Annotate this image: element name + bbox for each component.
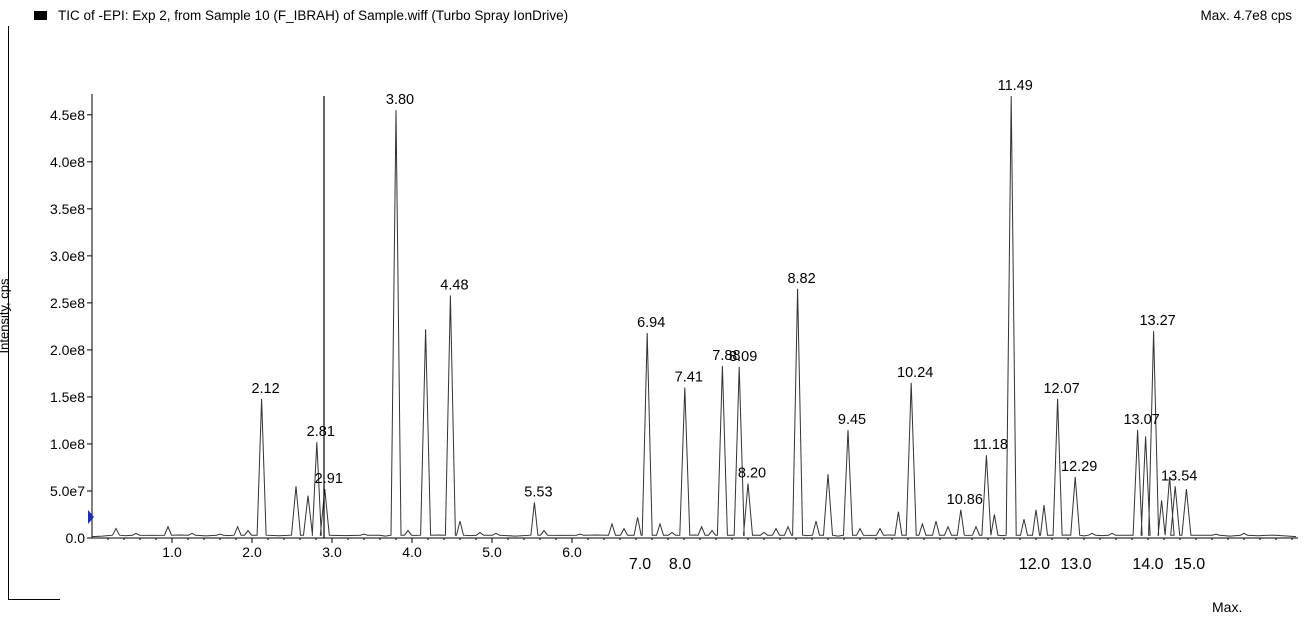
peak-label: 3.80 bbox=[386, 92, 414, 108]
tic-trace-line bbox=[91, 95, 1297, 538]
peak-label: 11.49 bbox=[998, 78, 1033, 94]
y-tick-label: 3.0e8 bbox=[50, 248, 85, 264]
y-tick-label: 2.5e8 bbox=[50, 295, 85, 311]
start-marker-triangle bbox=[88, 510, 94, 524]
y-tick-label: 2.0e8 bbox=[50, 342, 85, 358]
peak-label: 10.86 bbox=[947, 492, 983, 508]
max-intensity-label: Max. 4.7e8 cps bbox=[1200, 8, 1292, 23]
peak-label: 12.07 bbox=[1043, 381, 1079, 397]
x-tick-label: 4.0 bbox=[402, 544, 422, 560]
y-tick-label: 4.0e8 bbox=[50, 154, 85, 170]
peak-label: 13.07 bbox=[1123, 412, 1159, 428]
peak-label: 2.12 bbox=[251, 381, 279, 397]
peak-label: 8.09 bbox=[729, 349, 757, 365]
peak-label: 2.81 bbox=[307, 424, 335, 440]
x-tick-label-upper: 7.0 bbox=[629, 556, 651, 573]
peak-label: 7.88 bbox=[712, 348, 740, 364]
x-tick-label-upper: 13.0 bbox=[1060, 556, 1091, 573]
peak-label: 5.53 bbox=[524, 484, 552, 500]
left-frame-line bbox=[8, 26, 9, 599]
x-tick-label: 6.0 bbox=[562, 544, 582, 560]
peak-label: 13.27 bbox=[1139, 313, 1175, 329]
x-tick-label-upper: 14.0 bbox=[1132, 556, 1163, 573]
x-tick-label-upper: 15.0 bbox=[1174, 556, 1205, 573]
peak-label: 10.24 bbox=[897, 365, 933, 381]
y-tick-label: 4.5e8 bbox=[50, 107, 85, 123]
legend-swatch bbox=[34, 11, 47, 20]
bottom-frame-stub bbox=[8, 599, 60, 600]
peak-label: 9.45 bbox=[838, 412, 866, 428]
peak-label: 4.48 bbox=[440, 277, 468, 293]
peak-label: 6.94 bbox=[637, 315, 665, 331]
y-tick-label: 1.5e8 bbox=[50, 389, 85, 405]
peak-label: 8.82 bbox=[787, 271, 815, 287]
y-tick-label: 1.0e8 bbox=[50, 436, 85, 452]
x-tick-label: 2.0 bbox=[242, 544, 262, 560]
y-tick-label: 5.0e7 bbox=[50, 483, 85, 499]
x-tick-label: 3.0 bbox=[322, 544, 342, 560]
chart-title: TIC of -EPI: Exp 2, from Sample 10 (F_IB… bbox=[58, 8, 569, 23]
peak-label: 13.54 bbox=[1161, 468, 1197, 484]
peak-label: 8.20 bbox=[738, 465, 766, 481]
y-tick-label: 3.5e8 bbox=[50, 201, 85, 217]
x-tick-label: 5.0 bbox=[482, 544, 502, 560]
peak-label: 2.91 bbox=[315, 471, 343, 487]
y-tick-label: 0.0 bbox=[66, 530, 86, 546]
footer-max-label: Max. bbox=[1212, 599, 1243, 615]
peak-label: 12.29 bbox=[1061, 459, 1097, 475]
x-tick-label: 1.0 bbox=[162, 544, 182, 560]
x-tick-label-upper: 8.0 bbox=[669, 556, 691, 573]
peak-label: 11.18 bbox=[973, 437, 1008, 453]
peak-label: 7.41 bbox=[675, 370, 703, 386]
x-tick-label-upper: 12.0 bbox=[1019, 556, 1050, 573]
